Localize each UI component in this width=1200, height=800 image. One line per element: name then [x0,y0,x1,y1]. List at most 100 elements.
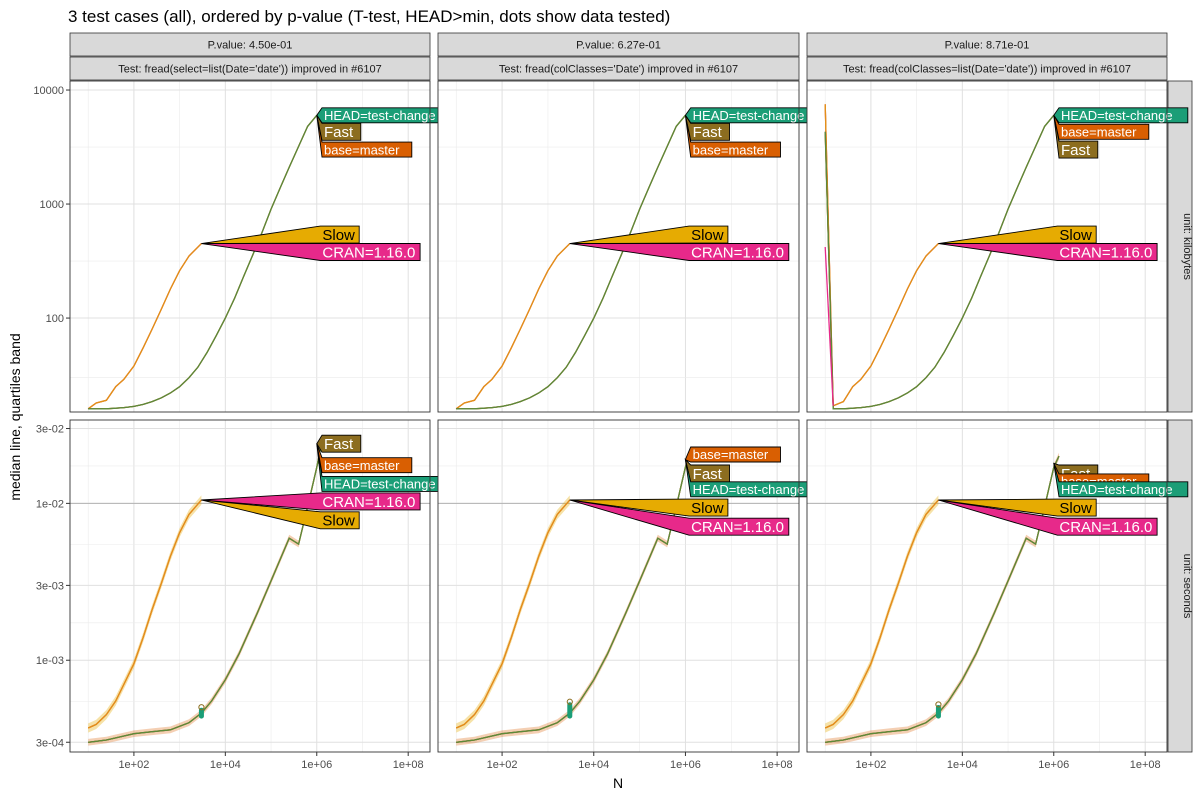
direct-label-text: HEAD=test-change [1061,482,1173,497]
strip-unit-bg [1167,80,1193,413]
series-lines [824,452,1060,746]
direct-label-text: Fast [693,466,723,483]
strip-test: Test: fread(colClasses='Date') improved … [499,64,738,76]
direct-label-box [938,498,1097,517]
series-line-slow-overlay [455,243,571,410]
y-axis-ticks: 100 1000 10000 3e-04 1e-03 3e-03 1e-02 3e-02 [33,85,70,749]
panel-border [806,80,1168,413]
x-tick-label: 1e+04 [210,759,241,771]
direct-label-text: Fast [324,436,354,453]
x-tick-label: 1e+08 [393,759,424,771]
direct-label-text: base=master [324,458,400,473]
x-tick-label: 1e+06 [301,759,332,771]
direct-label-box [569,499,790,536]
direct-label-text: Fast [324,124,354,141]
strip-pvalue: P.value: 6.27e-01 [576,40,661,52]
direct-label-box [569,498,729,517]
direct-label-box [201,492,421,511]
direct-label-text: Slow [322,513,355,530]
tested-data-point [566,698,573,705]
direct-label-box [1053,463,1189,498]
direct-label-text: HEAD=test-change [1061,108,1173,123]
x-tick-label: 1e+02 [855,759,886,771]
panel-border [806,419,1168,753]
series-line-head [824,114,1055,410]
x-tick-label: 1e+06 [1038,759,1069,771]
series-line-head [88,440,323,743]
direct-label-text: Slow [691,227,724,244]
direct-label-box [1053,107,1189,124]
series-line-slow-overlay [87,243,202,410]
series-line-slow-overlay [824,104,939,407]
strip-test: Test: fread(colClasses=list(Date='date')… [843,64,1131,76]
panel-bg [438,420,799,752]
panel-bg [70,420,430,752]
direct-label-box [201,499,360,530]
y-tick-label: 10000 [33,85,64,97]
x-tick-label: 1e+08 [762,759,793,771]
strip-pvalue-bg [69,32,431,57]
direct-label-text: Slow [1059,227,1092,244]
series-line-slow-overlay [824,499,939,729]
direct-label-text: HEAD=test-change [693,108,805,123]
series-line-head [825,455,1060,743]
tested-data-point [935,701,942,708]
direct-label-box [684,446,781,463]
x-axis-ticks: 1e+02 1e+04 1e+06 1e+08 1e+02 1e+04 1e+06 1e+08… [118,752,1161,771]
panel: Fast base=master HEAD=test-change CRAN=1.16… [69,419,452,753]
y-tick-label: 3e-03 [36,580,64,592]
strip-test-bg [437,56,800,81]
series-line-slow-overlay [455,499,571,729]
chart-title: 3 test cases (all), ordered by p-value (… [68,7,670,26]
direct-label-text: Fast [693,124,723,141]
direct-label-text: base=master [693,447,769,462]
x-tick-label: 1e+06 [670,759,701,771]
direct-label-box [938,499,1158,536]
y-tick-label: 3e-02 [36,424,64,436]
direct-labels: Fastbase=masterHEAD=test-changeSlowCRAN=… [938,462,1189,536]
series-line-head [456,452,692,743]
direct-label-text: CRAN=1.16.0 [691,519,784,536]
series-line-slow-overlay [87,499,202,729]
series-lines [824,104,1055,410]
series-spike [824,246,834,406]
series-line-head [88,114,318,410]
tested-data-point [198,704,205,711]
x-tick-label: 1e+02 [487,759,518,771]
x-tick-label: 1e+02 [118,759,149,771]
x-tick-label: 1e+04 [578,759,609,771]
direct-label-text: base=master [1061,124,1137,139]
direct-label-text: Slow [322,227,355,244]
series-lines [87,114,318,410]
strip-pvalue-bg [806,32,1168,57]
panel: Fastbase=masterHEAD=test-changeSlowCRAN=… [806,419,1189,753]
direct-labels: Fast base=master HEAD=test-change CRAN=1.16… [201,434,452,530]
direct-label-box [201,243,421,261]
direct-label-text: CRAN=1.16.0 [322,494,415,511]
direct-label-box [316,434,362,453]
x-axis-title: N [613,775,623,791]
direct-label-text: Slow [1059,500,1092,517]
strip-unit: unit: kilobytes [1181,213,1193,280]
y-tick-label: 1000 [40,199,64,211]
panel-border [69,80,431,413]
x-tick-label: 1e+08 [1130,759,1161,771]
direct-label-box [316,115,413,158]
direct-label-box [938,243,1158,261]
panel-grid: P.value: 4.50e-01 Test: fread(select=list… [69,32,1193,753]
direct-label-text: base=master [693,142,769,157]
strip-test: Test: fread(select=list(Date='date')) im… [118,64,381,76]
direct-label-text: base=master [324,142,400,157]
direct-label-text: HEAD=test-change [324,477,436,492]
direct-label-box [1053,115,1099,159]
direct-label-text: CRAN=1.16.0 [1059,244,1152,261]
panel-border [437,419,800,753]
